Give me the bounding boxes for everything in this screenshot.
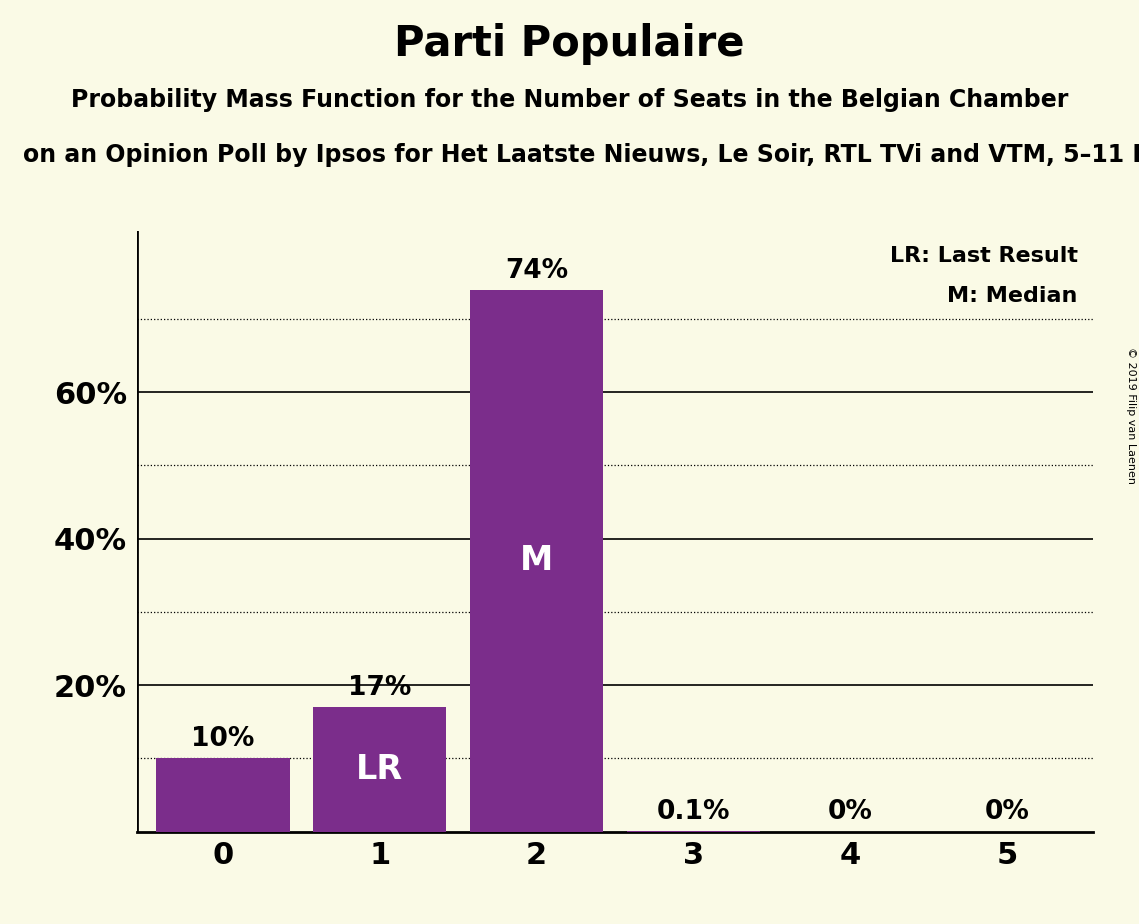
Text: on an Opinion Poll by Ipsos for Het Laatste Nieuws, Le Soir, RTL TVi and VTM, 5–: on an Opinion Poll by Ipsos for Het Laat… [23,143,1139,167]
Text: LR: LR [357,753,403,785]
Text: LR: Last Result: LR: Last Result [890,246,1077,265]
Text: Probability Mass Function for the Number of Seats in the Belgian Chamber: Probability Mass Function for the Number… [71,88,1068,112]
Text: © 2019 Filip van Laenen: © 2019 Filip van Laenen [1126,347,1136,484]
Text: 0%: 0% [828,799,872,825]
Text: M: M [521,544,554,578]
Text: 0%: 0% [985,799,1030,825]
Text: 74%: 74% [505,258,568,284]
Bar [156,759,289,832]
Text: 10%: 10% [191,726,255,752]
Text: 17%: 17% [349,675,411,701]
Bar [470,289,604,832]
Text: M: Median: M: Median [948,286,1077,306]
Bar [313,707,446,832]
Text: Parti Populaire: Parti Populaire [394,23,745,65]
Text: 0.1%: 0.1% [657,799,730,825]
